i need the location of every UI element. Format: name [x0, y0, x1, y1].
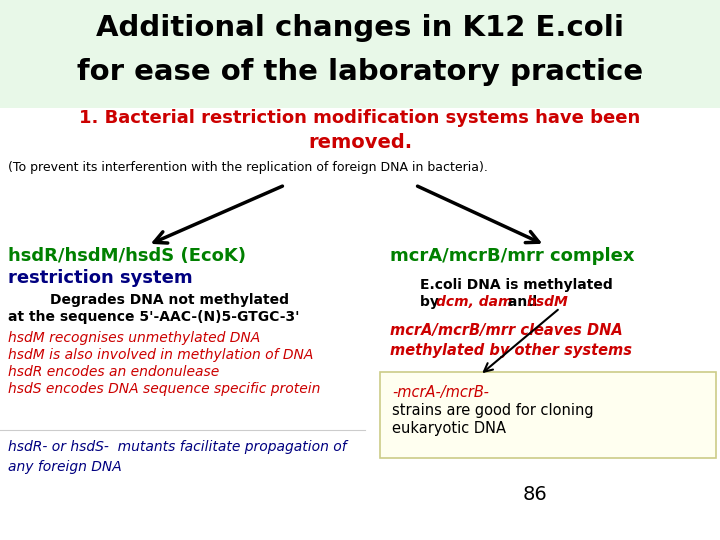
- Text: for ease of the laboratory practice: for ease of the laboratory practice: [77, 58, 643, 86]
- Text: at the sequence 5'-AAC-(N)5-GTGC-3': at the sequence 5'-AAC-(N)5-GTGC-3': [8, 310, 300, 324]
- Text: hsdM recognises unmethylated DNA: hsdM recognises unmethylated DNA: [8, 331, 260, 345]
- Text: hsdM is also involved in methylation of DNA: hsdM is also involved in methylation of …: [8, 348, 313, 362]
- Text: hsdR- or hsdS-  mutants facilitate propagation of: hsdR- or hsdS- mutants facilitate propag…: [8, 440, 346, 454]
- Text: Additional changes in K12 E.coli: Additional changes in K12 E.coli: [96, 14, 624, 42]
- FancyBboxPatch shape: [0, 0, 720, 108]
- Text: restriction system: restriction system: [8, 269, 193, 287]
- Text: strains are good for cloning: strains are good for cloning: [392, 402, 593, 417]
- Text: methylated by other systems: methylated by other systems: [390, 342, 632, 357]
- Text: any foreign DNA: any foreign DNA: [8, 460, 122, 474]
- Text: -mcrA-/mcrB-: -mcrA-/mcrB-: [392, 384, 489, 400]
- Text: and: and: [503, 295, 542, 309]
- Text: mcrA/mcrB/mrr complex: mcrA/mcrB/mrr complex: [390, 247, 634, 265]
- Text: E.coli DNA is methylated: E.coli DNA is methylated: [420, 278, 613, 292]
- Text: (To prevent its interferention with the replication of foreign DNA in bacteria).: (To prevent its interferention with the …: [8, 161, 488, 174]
- Text: hsdR encodes an endonulease: hsdR encodes an endonulease: [8, 365, 220, 379]
- Text: hsdS encodes DNA sequence specific protein: hsdS encodes DNA sequence specific prote…: [8, 382, 320, 396]
- Text: mcrA/mcrB/mrr cleaves DNA: mcrA/mcrB/mrr cleaves DNA: [390, 322, 623, 338]
- Text: 1. Bacterial restriction modification systems have been: 1. Bacterial restriction modification sy…: [79, 109, 641, 127]
- Text: removed.: removed.: [308, 133, 412, 152]
- FancyBboxPatch shape: [380, 372, 716, 458]
- Text: 86: 86: [523, 485, 547, 504]
- Text: Degrades DNA not methylated: Degrades DNA not methylated: [50, 293, 289, 307]
- Text: eukaryotic DNA: eukaryotic DNA: [392, 421, 506, 435]
- Text: by: by: [420, 295, 444, 309]
- Text: hsdM: hsdM: [527, 295, 569, 309]
- Text: hsdR/hsdM/hsdS (EcoK): hsdR/hsdM/hsdS (EcoK): [8, 247, 246, 265]
- Text: dcm, dam: dcm, dam: [436, 295, 513, 309]
